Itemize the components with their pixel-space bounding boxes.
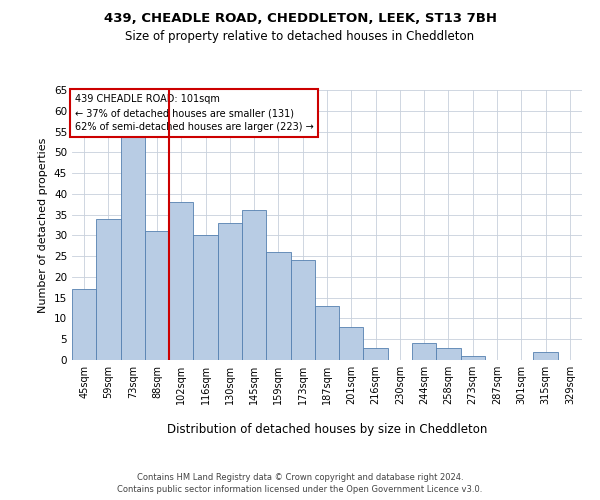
Bar <box>121 136 145 360</box>
Text: Size of property relative to detached houses in Cheddleton: Size of property relative to detached ho… <box>125 30 475 43</box>
Bar <box>96 219 121 360</box>
Text: Contains public sector information licensed under the Open Government Licence v3: Contains public sector information licen… <box>118 485 482 494</box>
Bar <box>461 356 485 360</box>
Bar <box>193 236 218 360</box>
Bar <box>218 223 242 360</box>
Bar <box>436 348 461 360</box>
Bar <box>72 290 96 360</box>
Text: 439 CHEADLE ROAD: 101sqm
← 37% of detached houses are smaller (131)
62% of semi-: 439 CHEADLE ROAD: 101sqm ← 37% of detach… <box>74 94 313 132</box>
Bar <box>145 231 169 360</box>
Bar <box>412 344 436 360</box>
Text: 439, CHEADLE ROAD, CHEDDLETON, LEEK, ST13 7BH: 439, CHEADLE ROAD, CHEDDLETON, LEEK, ST1… <box>104 12 497 26</box>
Text: Contains HM Land Registry data © Crown copyright and database right 2024.: Contains HM Land Registry data © Crown c… <box>137 472 463 482</box>
Bar <box>364 348 388 360</box>
Y-axis label: Number of detached properties: Number of detached properties <box>38 138 49 312</box>
Bar <box>315 306 339 360</box>
Bar <box>169 202 193 360</box>
Bar <box>533 352 558 360</box>
Bar <box>242 210 266 360</box>
Bar <box>290 260 315 360</box>
Bar <box>339 327 364 360</box>
Text: Distribution of detached houses by size in Cheddleton: Distribution of detached houses by size … <box>167 422 487 436</box>
Bar <box>266 252 290 360</box>
